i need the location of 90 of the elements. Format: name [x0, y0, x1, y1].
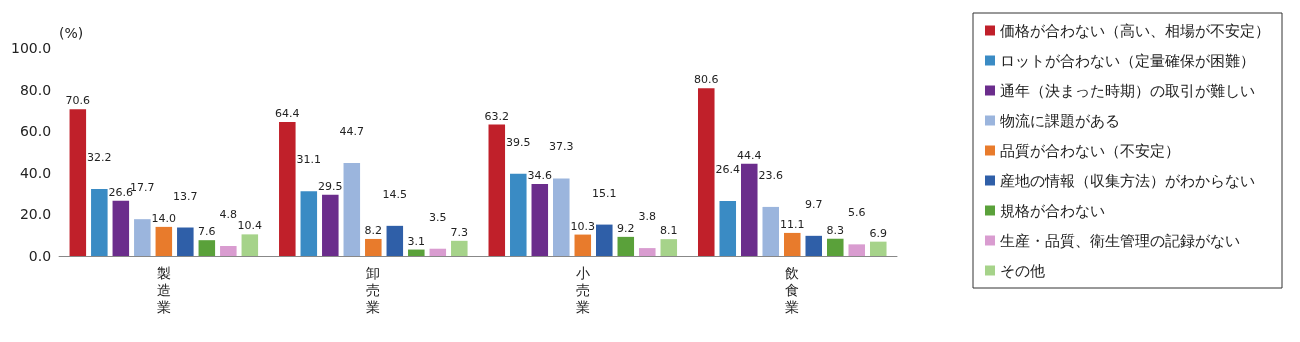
bar: [365, 238, 382, 256]
data-label: 23.6: [758, 168, 784, 182]
data-label: 34.6: [527, 169, 553, 183]
legend-label: 物流に課題がある: [1000, 111, 1120, 130]
legend-label: ロットが合わない（定量確保が困難）: [1000, 51, 1255, 70]
legend-label: 規格が合わない: [1000, 201, 1105, 220]
data-label: 26.4: [715, 163, 741, 177]
data-label: 39.5: [506, 135, 531, 149]
data-label: 44.7: [339, 125, 365, 139]
data-label: 3.5: [429, 210, 447, 224]
bar: [177, 227, 194, 256]
y-tick-label: 100.0: [10, 40, 52, 56]
bar: [848, 244, 866, 256]
bar: [553, 178, 570, 256]
data-label: 9.2: [617, 221, 635, 235]
bar: [155, 226, 173, 256]
data-label: 6.9: [869, 226, 888, 240]
data-label: 15.1: [592, 186, 617, 200]
bar: [241, 234, 259, 256]
data-label: 8.3: [826, 223, 845, 237]
x-tick-label: 製造業: [156, 264, 171, 315]
data-label: 31.1: [296, 153, 322, 167]
y-axis-title: (%): [59, 25, 84, 41]
bar: [429, 248, 447, 256]
bar: [596, 224, 613, 256]
bar: [719, 201, 737, 256]
bar: [134, 219, 151, 256]
bar: [869, 241, 887, 256]
legend-label: 通年（決まった時期）の取引が難しい: [1000, 81, 1255, 100]
data-label: 11.1: [780, 217, 805, 231]
bar: [574, 234, 592, 256]
legend-label: その他: [1000, 261, 1045, 280]
data-label: 64.4: [275, 107, 300, 121]
x-tick-label: 卸売業: [366, 264, 381, 315]
data-label: 32.2: [87, 151, 112, 165]
data-label: 80.6: [694, 73, 719, 87]
bar: [91, 189, 108, 256]
data-label: 3.8: [638, 210, 657, 224]
data-label: 4.8: [219, 208, 238, 222]
bar: [617, 236, 635, 256]
bar: [531, 184, 549, 256]
bar: [697, 88, 715, 256]
bar: [198, 240, 216, 256]
bar: [805, 235, 823, 256]
bar: [69, 109, 87, 256]
x-tick-label: 飲食業: [785, 264, 800, 315]
data-label: 70.6: [65, 94, 91, 108]
bar: [220, 246, 237, 256]
bar: [386, 225, 404, 256]
data-label: 29.5: [318, 179, 343, 193]
bar: [488, 124, 506, 256]
data-label: 63.2: [484, 109, 510, 123]
data-label: 13.7: [173, 189, 198, 203]
y-tick-label: 0.0: [28, 248, 52, 264]
data-label: 14.0: [151, 211, 177, 225]
bar: [343, 163, 361, 256]
data-label: 37.3: [549, 140, 574, 154]
bar: [826, 238, 844, 256]
legend-label: 生産・品質、衛生管理の記録がない: [1000, 231, 1240, 250]
bar: [762, 206, 780, 256]
data-label: 44.4: [737, 148, 762, 162]
bar: [451, 240, 468, 256]
data-label: 5.6: [848, 206, 866, 220]
legend-label: 品質が合わない（不安定）: [1000, 141, 1180, 160]
y-tick-label: 80.0: [19, 81, 52, 98]
bar: [639, 248, 656, 256]
x-tick-label: 小売業: [575, 264, 590, 315]
data-label: 14.5: [382, 187, 408, 201]
bar: [322, 194, 339, 256]
bar: [112, 200, 130, 256]
bar: [740, 163, 758, 256]
bar: [783, 232, 801, 256]
data-label: 8.1: [660, 224, 678, 238]
data-label: 9.7: [805, 197, 823, 211]
data-label: 8.2: [364, 223, 383, 237]
data-label: 10.3: [570, 219, 596, 233]
y-tick-label: 20.0: [19, 206, 52, 223]
bar: [279, 122, 296, 256]
data-label: 10.4: [237, 219, 263, 233]
bar: [300, 191, 318, 256]
data-label: 7.3: [450, 225, 469, 239]
data-label: 3.1: [407, 234, 426, 248]
bar: [510, 173, 527, 256]
legend-label: 価格が合わない（高い、相場が不安定）: [1000, 21, 1270, 40]
bar: [408, 249, 425, 256]
legend-label: 産地の情報（収集方法）がわからない: [1000, 171, 1255, 190]
y-tick-label: 60.0: [19, 123, 52, 140]
bar: [660, 239, 678, 256]
y-tick-label: 40.0: [19, 164, 52, 181]
data-label: 7.6: [198, 225, 216, 239]
